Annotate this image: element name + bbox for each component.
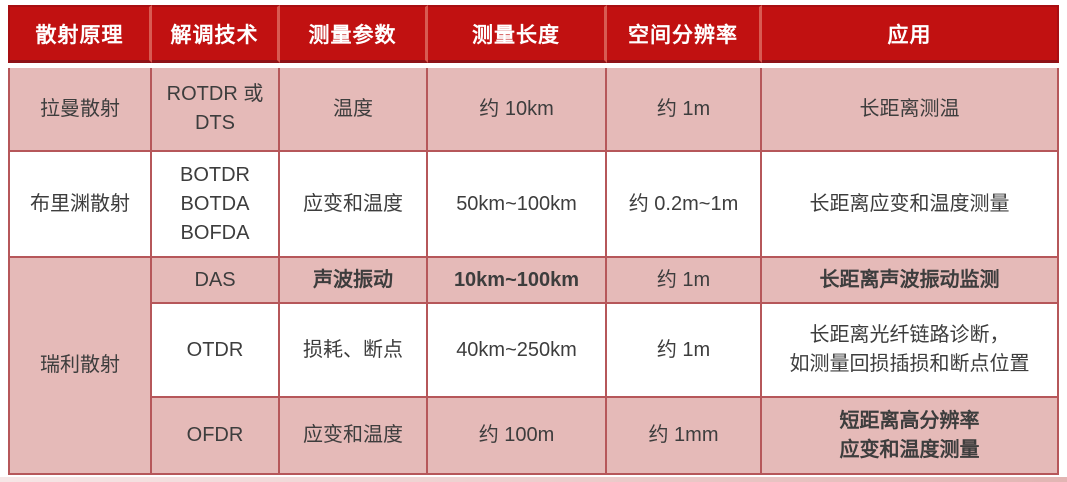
table-header: 散射原理 解调技术 测量参数 测量长度 空间分辨率 应用 (8, 5, 1059, 68)
cell-param: 应变和温度 (280, 152, 428, 258)
column-header-resolution: 空间分辨率 (607, 5, 762, 63)
cell-length: 50km~100km (428, 152, 607, 258)
cell-length: 10km~100km (428, 258, 607, 304)
cell-length: 40km~250km (428, 304, 607, 398)
table-body: 拉曼散射 ROTDR 或 DTS 温度 约 10km 约 1m 长距离测温 布里… (8, 68, 1059, 475)
cell-application: 短距离高分辨率 应变和温度测量 (762, 398, 1059, 475)
cell-param: 应变和温度 (280, 398, 428, 475)
cell-principle-merged: 瑞利散射 (8, 258, 152, 475)
cell-application: 长距离光纤链路诊断， 如测量回损插损和断点位置 (762, 304, 1059, 398)
cell-resolution: 约 1mm (607, 398, 762, 475)
fiber-sensing-comparison-table: 散射原理 解调技术 测量参数 测量长度 空间分辨率 应用 拉曼散射 ROTDR … (8, 5, 1059, 475)
cell-resolution: 约 1m (607, 304, 762, 398)
cell-tech: OFDR (152, 398, 280, 475)
table-row-rayleigh-otdr: OTDR 损耗、断点 40km~250km 约 1m 长距离光纤链路诊断， 如测… (8, 304, 1059, 398)
cropped-bottom-edge (0, 477, 1067, 482)
cell-tech: ROTDR 或 DTS (152, 68, 280, 152)
table-row-raman: 拉曼散射 ROTDR 或 DTS 温度 约 10km 约 1m 长距离测温 (8, 68, 1059, 152)
cell-length: 约 100m (428, 398, 607, 475)
table-row-brillouin: 布里渊散射 BOTDR BOTDA BOFDA 应变和温度 50km~100km… (8, 152, 1059, 258)
cell-tech: OTDR (152, 304, 280, 398)
cell-resolution: 约 0.2m~1m (607, 152, 762, 258)
table-row-rayleigh-ofdr: OFDR 应变和温度 约 100m 约 1mm 短距离高分辨率 应变和温度测量 (8, 398, 1059, 475)
cell-application: 长距离声波振动监测 (762, 258, 1059, 304)
cell-application: 长距离应变和温度测量 (762, 152, 1059, 258)
cell-param: 声波振动 (280, 258, 428, 304)
column-header-principle: 散射原理 (8, 5, 152, 63)
cell-param: 损耗、断点 (280, 304, 428, 398)
column-header-length: 测量长度 (428, 5, 607, 63)
cell-length: 约 10km (428, 68, 607, 152)
cell-param: 温度 (280, 68, 428, 152)
column-header-tech: 解调技术 (152, 5, 280, 63)
cell-principle: 布里渊散射 (8, 152, 152, 258)
cell-tech: DAS (152, 258, 280, 304)
cell-tech: BOTDR BOTDA BOFDA (152, 152, 280, 258)
cell-resolution: 约 1m (607, 68, 762, 152)
header-row: 散射原理 解调技术 测量参数 测量长度 空间分辨率 应用 (8, 5, 1059, 63)
cell-resolution: 约 1m (607, 258, 762, 304)
column-header-application: 应用 (762, 5, 1059, 63)
column-header-param: 测量参数 (280, 5, 428, 63)
header-body-gap (8, 63, 1059, 68)
table-row-rayleigh-das: 瑞利散射 DAS 声波振动 10km~100km 约 1m 长距离声波振动监测 (8, 258, 1059, 475)
cell-principle: 拉曼散射 (8, 68, 152, 152)
cell-application: 长距离测温 (762, 68, 1059, 152)
